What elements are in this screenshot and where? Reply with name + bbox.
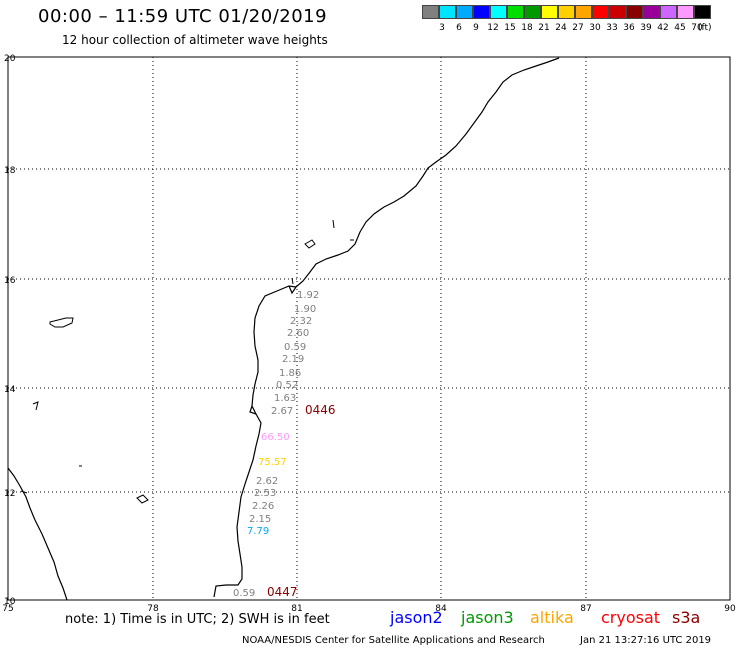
longitude-label: 78 [147,604,159,614]
wave-height-label: 75.57 [258,457,287,468]
legend-swatch [660,5,677,19]
wave-height-label: 0.59 [233,588,255,599]
legend-swatch [422,5,439,19]
legend-swatch [626,5,643,19]
latitude-label: 10 [4,597,16,607]
legend-label: 15 [504,23,516,33]
legend-swatch [575,5,592,19]
legend-swatch [643,5,660,19]
pass-time-label: 0447 [267,585,298,599]
wave-height-label: 2.15 [249,514,271,525]
legend-swatch [677,5,694,19]
satellite-jason3: jason3 [461,608,514,627]
wave-height-label: 66.50 [261,432,290,443]
legend-swatch [592,5,609,19]
legend-label: 30 [589,23,601,33]
longitude-label: 87 [580,604,591,614]
legend-label: 70 [691,23,703,33]
wave-height-label: 2.19 [282,354,304,365]
wave-height-label: 2.26 [252,501,274,512]
longitude-label: 75 [2,604,13,614]
map-title: 00:00 – 11:59 UTC 01/20/2019 [38,6,328,27]
coastline-bay [249,285,297,415]
axis-labels: 75 78 81 84 87 90 20 18 16 14 12 10 [2,54,736,614]
legend-label: 18 [521,23,533,33]
island [32,401,39,411]
legend-swatch [541,5,558,19]
longitude-label: 84 [435,604,447,614]
pass-time-labels: 0446 0447 [267,403,336,599]
satellite-altika: altika [530,608,574,627]
units-note: note: 1) Time is in UTC; 2) SWH is in fe… [65,612,330,627]
wave-height-label: 1.86 [279,368,301,379]
coastline-south [20,490,28,494]
wave-height-label: 1.90 [294,304,316,315]
wave-height-label: 7.79 [247,526,269,537]
credit-text: NOAA/NESDIS Center for Satellite Applica… [242,635,545,646]
satellite-s3a: s3a [672,608,701,627]
wave-height-labels: 1.921.902.322.600.592.191.860.521.632.67… [233,290,319,599]
latitude-label: 12 [4,489,15,499]
legend-label: 9 [473,23,479,33]
satellite-cryosat: cryosat [601,608,661,627]
legend-swatch [439,5,456,19]
legend-swatch [490,5,507,19]
legend-swatch [507,5,524,19]
pass-time-label: 0446 [305,403,336,417]
wave-height-label: 0.52 [276,380,298,391]
island [49,317,74,328]
legend-swatch [473,5,490,19]
map-subtitle: 12 hour collection of altimeter wave hei… [62,33,328,47]
legend-label: 42 [657,23,669,33]
wave-height-label: 1.63 [274,393,296,404]
wave-height-label: 2.32 [290,316,312,327]
legend-label: 24 [555,23,567,33]
legend-unit: (ft) [698,23,712,33]
grid-lines [8,57,730,600]
legend-swatch [456,5,473,19]
wave-height-label: 2.53 [254,488,276,499]
wave-height-label: 2.67 [271,406,293,417]
latitude-label: 20 [4,54,16,64]
legend-label: 45 [674,23,686,33]
legend-label: 6 [456,23,462,33]
longitude-label: 81 [291,604,302,614]
wave-height-label: 2.60 [287,328,309,339]
legend-label: 12 [487,23,499,33]
legend-label: 33 [606,23,618,33]
legend-swatch [558,5,575,19]
island [136,494,149,504]
wave-height-label: 0.59 [284,342,306,353]
latitude-label: 14 [4,385,16,395]
legend-swatch [609,5,626,19]
legend-swatch [524,5,541,19]
island [332,219,335,229]
wave-height-label: 2.62 [256,476,278,487]
map-frame [7,56,731,601]
wave-height-label: 1.92 [297,290,319,301]
generated-timestamp: Jan 21 13:27:16 UTC 2019 [580,635,712,646]
latitude-label: 18 [4,166,16,176]
coastline-south [7,467,68,601]
legend-swatch [694,5,711,19]
legend-label: 27 [572,23,584,33]
latitude-label: 16 [4,276,16,286]
legend-label: 36 [623,23,635,33]
satellite-jason2: jason2 [390,608,443,627]
longitude-label: 90 [724,604,736,614]
island [291,277,294,285]
legend-label: 3 [439,23,445,33]
island [304,239,316,249]
legend-label: 21 [538,23,550,33]
legend-label: 39 [640,23,652,33]
